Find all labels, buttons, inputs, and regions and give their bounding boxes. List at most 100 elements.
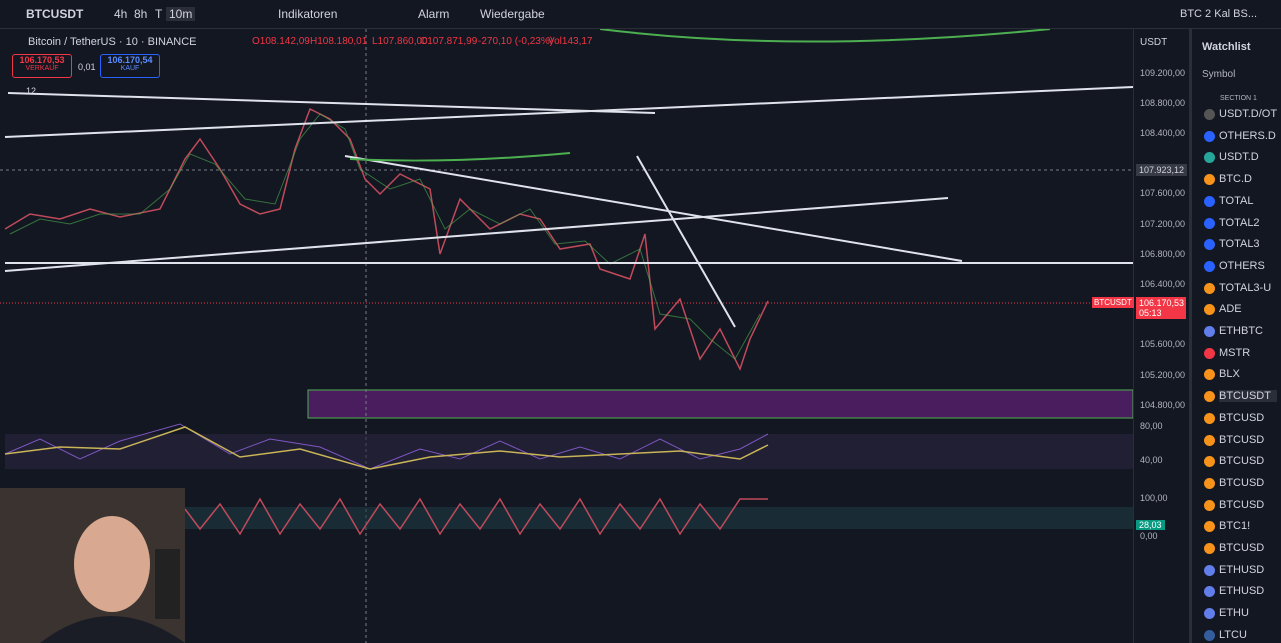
webcam bbox=[0, 488, 185, 643]
watchlist-item[interactable]: BLX bbox=[1219, 368, 1240, 381]
symbol-icon bbox=[1204, 326, 1215, 337]
indicator-count[interactable]: 12 bbox=[26, 86, 37, 96]
rsi-ma bbox=[4, 426, 769, 470]
symbol-icon bbox=[1204, 564, 1215, 576]
watchlist-item[interactable]: ETHBTC bbox=[1219, 325, 1263, 337]
watchlist-item[interactable]: ADE bbox=[1219, 303, 1242, 316]
sell-price: 106.170,53 bbox=[19, 55, 65, 65]
watchlist-item[interactable]: USDT.D/OT bbox=[1219, 108, 1278, 120]
indicators-button[interactable]: Indikatoren bbox=[278, 7, 338, 21]
watchlist-item[interactable]: MSTR bbox=[1219, 346, 1251, 359]
layout-name[interactable]: BTC 2 Kal BS... bbox=[1180, 8, 1258, 20]
stoch-current: 28,03 bbox=[1136, 520, 1165, 530]
price-label: 104.800,00 bbox=[1140, 400, 1186, 410]
spread: 0,01 bbox=[78, 62, 96, 72]
symbol-icon bbox=[1204, 456, 1215, 468]
crosshair-price: 107.923,12 bbox=[1136, 164, 1188, 176]
symbol-icon bbox=[1204, 543, 1215, 554]
price-label: 108.400,00 bbox=[1140, 128, 1186, 138]
ohlc-value: Vol143,17 bbox=[548, 36, 593, 47]
symbol-icon bbox=[1204, 608, 1215, 620]
interval-button[interactable]: 10m bbox=[166, 7, 196, 21]
trend-lines bbox=[4, 86, 1133, 328]
watchlist-item[interactable]: OTHERS.D bbox=[1219, 129, 1276, 142]
legend-title: Bitcoin / TetherUS · 10 · BINANCE bbox=[28, 36, 197, 48]
stoch-label: 0,00 bbox=[1140, 531, 1158, 541]
price-label: 109.200,00 bbox=[1140, 68, 1186, 78]
symbol-icon bbox=[1204, 521, 1215, 533]
symbol-icon bbox=[1204, 217, 1215, 229]
symbol-tag: BTCUSDT bbox=[1092, 297, 1134, 308]
watchlist-item[interactable]: BTCUSD bbox=[1219, 498, 1265, 511]
stoch-line bbox=[184, 497, 768, 536]
currency-select[interactable]: USDT bbox=[1140, 37, 1168, 48]
watchlist-item[interactable]: ETHUSD bbox=[1219, 563, 1265, 576]
watchlist-item[interactable]: BTCUSD bbox=[1219, 455, 1265, 468]
watchlist-item[interactable]: TOTAL3-U bbox=[1219, 281, 1272, 294]
price-candles-up bbox=[9, 113, 761, 360]
buy-price: 106.170,54 bbox=[107, 55, 153, 65]
moving-average bbox=[599, 29, 1051, 43]
symbol-icon bbox=[1204, 347, 1215, 359]
interval-button[interactable]: 8h bbox=[134, 7, 148, 21]
symbol-icon bbox=[1204, 369, 1215, 381]
watchlist-item[interactable]: ETHUSD bbox=[1219, 585, 1265, 598]
price-candles bbox=[4, 107, 769, 371]
symbol-icon bbox=[1204, 412, 1215, 424]
watchlist-item[interactable]: OTHERS bbox=[1219, 259, 1265, 272]
price-label: 107.200,00 bbox=[1140, 219, 1186, 229]
watchlist-item[interactable]: TOTAL bbox=[1219, 194, 1254, 207]
interval-button[interactable]: T bbox=[155, 7, 163, 21]
ohlc-value: C107.871,99 bbox=[420, 36, 478, 47]
watchlist-item[interactable]: TOTAL2 bbox=[1219, 216, 1260, 229]
stoch-label: 100,00 bbox=[1140, 493, 1168, 503]
symbol-icon bbox=[1204, 586, 1215, 598]
price-label: 105.600,00 bbox=[1140, 339, 1186, 349]
rsi-band bbox=[5, 434, 1133, 469]
watchlist-item[interactable]: ETHU bbox=[1219, 607, 1249, 620]
watchlist-item[interactable]: BTC.D bbox=[1219, 173, 1252, 186]
symbol-icon bbox=[1204, 629, 1215, 641]
symbol-icon bbox=[1204, 174, 1215, 186]
ohlc-value: -270,10 (-0,23%) bbox=[478, 36, 554, 47]
watchlist-item[interactable]: BTCUSD bbox=[1219, 542, 1265, 554]
buy-button[interactable]: 106.170,54 KAUF bbox=[100, 54, 160, 78]
sell-label: VERKAUF bbox=[25, 65, 59, 72]
watchlist-item[interactable]: BTCUSD bbox=[1219, 411, 1265, 424]
watchlist-item[interactable]: BTC1! bbox=[1219, 520, 1251, 533]
ohlc-value: L107.860,00 bbox=[372, 36, 428, 47]
price-axis bbox=[1133, 29, 1190, 643]
rsi-label: 80,00 bbox=[1140, 421, 1163, 431]
top-toolbar bbox=[0, 0, 1281, 29]
watchlist-title: Watchlist bbox=[1202, 41, 1251, 53]
symbol-icon bbox=[1204, 109, 1215, 120]
price-label: 106.400,00 bbox=[1140, 279, 1186, 289]
ohlc-value: H108.180,01 bbox=[310, 36, 368, 47]
symbol-icon bbox=[1204, 434, 1215, 446]
watchlist-item[interactable]: TOTAL3 bbox=[1219, 238, 1260, 251]
symbol-icon bbox=[1204, 282, 1215, 294]
interval-button[interactable]: 4h bbox=[114, 7, 128, 21]
symbol-icon bbox=[1204, 195, 1215, 207]
watchlist-item[interactable]: BTCUSDT bbox=[1219, 390, 1277, 403]
buy-label: KAUF bbox=[120, 65, 140, 72]
replay-button[interactable]: Wiedergabe bbox=[480, 7, 545, 21]
symbol-icon bbox=[1204, 391, 1215, 403]
watchlist-item[interactable]: LTCU bbox=[1219, 628, 1247, 641]
symbol-icon bbox=[1204, 477, 1215, 489]
watchlist-item[interactable]: BTCUSD bbox=[1219, 476, 1265, 489]
alarm-button[interactable]: Alarm bbox=[418, 7, 450, 21]
watchlist-item[interactable]: USDT.D bbox=[1219, 151, 1259, 164]
symbol-icon bbox=[1204, 304, 1215, 316]
watchlist-section: SECTION 1 bbox=[1220, 95, 1257, 102]
green-drawing bbox=[349, 152, 571, 162]
ohlc-value: O108.142,09 bbox=[252, 36, 310, 47]
sell-button[interactable]: 106.170,53 VERKAUF bbox=[12, 54, 72, 78]
price-label: 108.800,00 bbox=[1140, 98, 1186, 108]
rsi-label: 40,00 bbox=[1140, 455, 1163, 465]
symbol-search[interactable]: BTCUSDT bbox=[26, 7, 84, 21]
watchlist-item[interactable]: BTCUSD bbox=[1219, 433, 1265, 446]
price-label: 107.600,00 bbox=[1140, 188, 1186, 198]
symbol-icon bbox=[1204, 152, 1215, 164]
